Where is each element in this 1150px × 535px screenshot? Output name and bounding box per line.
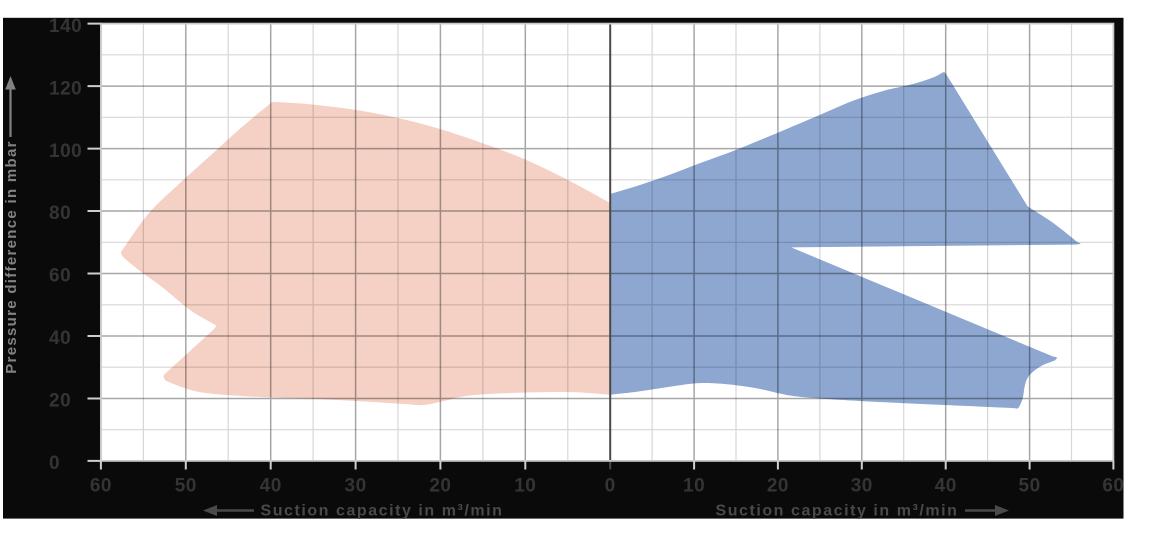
- svg-text:30: 30: [851, 475, 873, 496]
- svg-text:Suction capacity in m³/min: Suction capacity in m³/min: [260, 502, 503, 519]
- svg-text:10: 10: [514, 475, 536, 496]
- svg-text:Suction capacity in m³/min: Suction capacity in m³/min: [715, 502, 958, 519]
- svg-text:20: 20: [429, 475, 451, 496]
- svg-text:20: 20: [49, 391, 71, 412]
- svg-text:120: 120: [49, 78, 82, 99]
- svg-text:50: 50: [175, 475, 197, 496]
- svg-text:40: 40: [49, 328, 71, 349]
- svg-text:20: 20: [767, 475, 789, 496]
- svg-text:0: 0: [49, 453, 60, 474]
- svg-text:60: 60: [1102, 475, 1124, 496]
- svg-text:0: 0: [605, 475, 616, 496]
- svg-text:60: 60: [49, 266, 71, 287]
- svg-text:60: 60: [90, 475, 112, 496]
- svg-text:100: 100: [49, 141, 82, 162]
- svg-text:10: 10: [683, 475, 705, 496]
- svg-text:80: 80: [49, 203, 71, 224]
- svg-text:140: 140: [49, 16, 82, 37]
- svg-text:Pressure difference in mbar: Pressure difference in mbar: [3, 140, 20, 374]
- svg-text:50: 50: [1019, 475, 1041, 496]
- svg-text:30: 30: [345, 475, 367, 496]
- svg-text:40: 40: [260, 475, 282, 496]
- svg-text:40: 40: [935, 475, 957, 496]
